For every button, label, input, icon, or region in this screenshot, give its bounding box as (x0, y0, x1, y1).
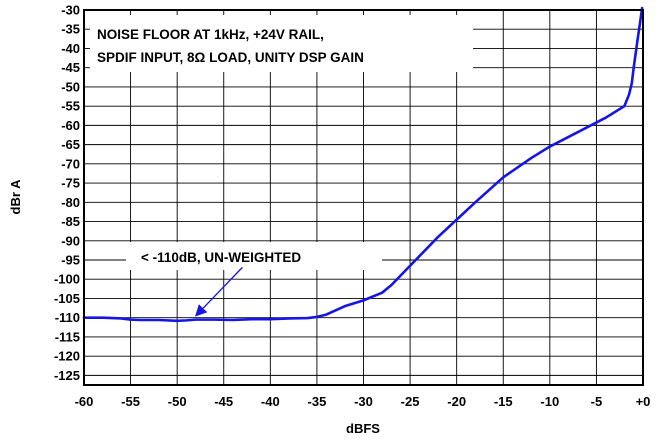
y-tick-label: -80 (61, 195, 80, 210)
y-tick-label: -90 (61, 233, 80, 248)
x-tick-label: -15 (494, 394, 513, 409)
y-tick-label: -125 (54, 368, 80, 383)
x-tick-label: -60 (75, 394, 94, 409)
x-tick-label: -40 (261, 394, 280, 409)
x-tick-label: -30 (354, 394, 373, 409)
y-tick-label: -85 (61, 214, 80, 229)
x-axis-ticks: -60 -55 -50 -45 -40 -35 -30 -25 -20 -15 -10 -5 +0 (75, 394, 651, 409)
x-tick-label: -35 (308, 394, 327, 409)
annotation-boxes (90, 15, 473, 270)
annotation-line: SPDIF INPUT, 8Ω LOAD, UNITY DSP GAIN (97, 50, 364, 65)
x-tick-label: -55 (121, 394, 140, 409)
y-tick-label: -30 (61, 3, 80, 18)
annotation-label: < -110dB, UN-WEIGHTED (141, 250, 301, 265)
y-axis-title: dBr A (8, 179, 23, 215)
series-line (82, 6, 644, 323)
y-tick-label: -120 (54, 349, 80, 364)
y-tick-label: -35 (61, 22, 80, 37)
y-tick-label: -40 (61, 41, 80, 56)
y-axis-ticks: -30 -35 -40 -45 -50 -55 -60 -65 -70 -75 -80 -85 -90 -… (54, 3, 80, 383)
y-tick-label: -50 (61, 79, 80, 94)
x-tick-label: -25 (401, 394, 420, 409)
series (82, 6, 644, 323)
y-tick-label: -115 (55, 329, 80, 344)
grid (84, 10, 643, 385)
y-tick-label: -70 (61, 156, 80, 171)
annotation-box (90, 15, 473, 72)
y-tick-label: -45 (61, 60, 80, 75)
y-tick-label: -100 (54, 272, 80, 287)
annotations: NOISE FLOOR AT 1kHz, +24V RAIL, SPDIF INP… (97, 27, 364, 317)
annotation-box (126, 242, 382, 270)
y-tick-label: -95 (61, 253, 80, 268)
x-axis-title: dBFS (346, 421, 380, 436)
x-tick-label: -10 (540, 394, 559, 409)
x-tick-label: +0 (636, 394, 651, 409)
y-tick-label: -105 (54, 291, 80, 306)
y-tick-label: -65 (61, 137, 80, 152)
plot-border (83, 9, 644, 386)
x-tick-label: -20 (447, 394, 466, 409)
annotation-arrow (194, 266, 243, 317)
y-tick-label: -55 (61, 99, 80, 114)
y-tick-label: -60 (61, 118, 80, 133)
x-tick-label: -45 (214, 394, 233, 409)
y-tick-label: -75 (61, 176, 80, 191)
y-tick-label: -110 (55, 310, 80, 325)
x-tick-label: -50 (168, 394, 187, 409)
annotation-line: NOISE FLOOR AT 1kHz, +24V RAIL, (97, 27, 324, 42)
x-tick-label: -5 (591, 394, 603, 409)
